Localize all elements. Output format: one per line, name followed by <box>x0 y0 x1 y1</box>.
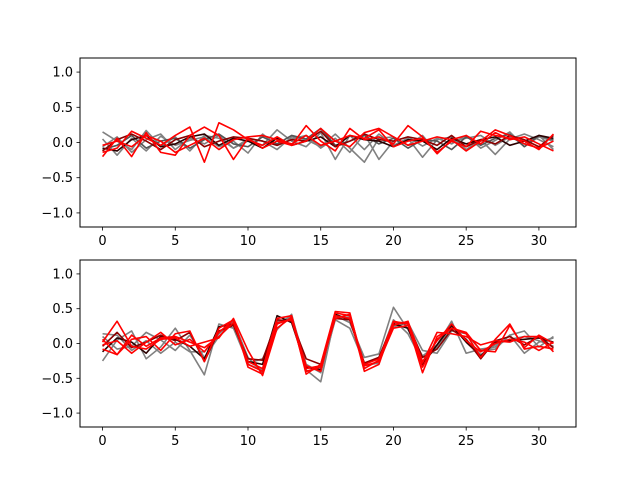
series-group <box>101 121 555 164</box>
x-tick-label: 25 <box>458 434 475 449</box>
y-tick-label: −0.5 <box>41 171 73 186</box>
bottom-subplot: 0 5 10 15 20 25 30 −1.0 −0.5 0.0 0.5 1.0 <box>41 259 577 449</box>
y-tick-label: 0.5 <box>52 302 73 317</box>
x-tick-label: 5 <box>171 234 179 249</box>
series-line-7 <box>102 121 555 164</box>
x-tick-label: 15 <box>312 234 329 249</box>
x-tick-label: 10 <box>240 434 257 449</box>
y-tick-label: 0.0 <box>52 337 73 352</box>
x-tick-label: 0 <box>98 434 106 449</box>
x-tick-label: 15 <box>312 434 329 449</box>
y-tick-label: −0.5 <box>41 372 73 387</box>
top-subplot: 0 5 10 15 20 25 30 −1.0 −0.5 0.0 0.5 1.0 <box>41 57 577 249</box>
series-line-5 <box>102 130 554 152</box>
y-tick-label: 1.0 <box>52 267 73 282</box>
series-line-2 <box>102 133 555 164</box>
y-tick-label: 0.5 <box>52 101 73 116</box>
y-tick-label: 1.0 <box>52 66 73 81</box>
series-line-8 <box>102 127 554 154</box>
y-tick-label: 0.0 <box>52 136 73 151</box>
x-tick-label: 0 <box>98 234 106 249</box>
series-line-8 <box>102 313 555 373</box>
x-tick-label: 20 <box>385 434 402 449</box>
x-tick-label: 20 <box>385 234 402 249</box>
series-line-3 <box>102 127 554 151</box>
series-group <box>101 306 555 383</box>
y-tick-label: −1.0 <box>41 407 73 422</box>
x-tick-label: 25 <box>458 234 475 249</box>
x-tick-label: 5 <box>171 434 179 449</box>
y-tick-label: −1.0 <box>41 206 73 221</box>
x-tick-label: 10 <box>240 234 257 249</box>
x-tick-label: 30 <box>531 434 548 449</box>
x-tick-label: 30 <box>531 234 548 249</box>
